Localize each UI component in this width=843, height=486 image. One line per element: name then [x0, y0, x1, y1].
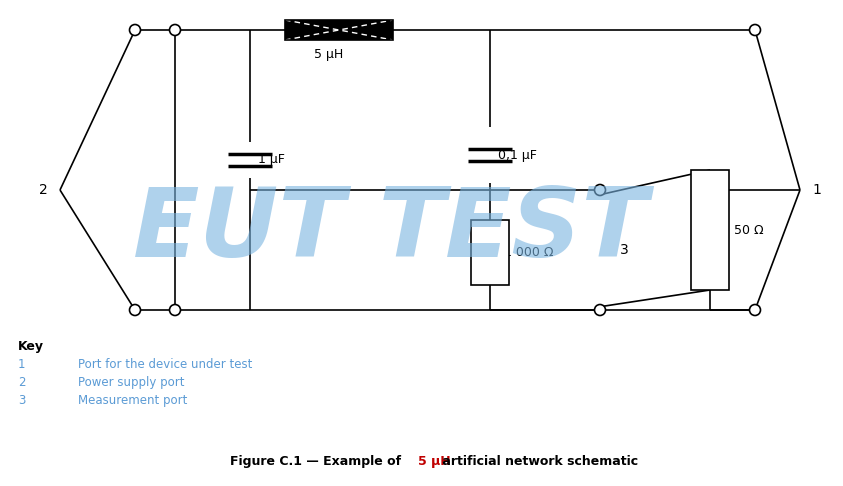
Bar: [691, 170, 729, 290]
Text: 5 μH: 5 μH: [418, 455, 451, 468]
Text: 0,1 μF: 0,1 μF: [498, 149, 537, 161]
Text: artificial network schematic: artificial network schematic: [438, 455, 638, 468]
Circle shape: [169, 24, 180, 35]
Text: 5 μH: 5 μH: [314, 48, 344, 61]
Text: 1: 1: [812, 183, 821, 197]
Text: Power supply port: Power supply port: [78, 376, 185, 389]
Text: EUT TEST: EUT TEST: [132, 184, 647, 277]
Text: 50 Ω: 50 Ω: [734, 224, 764, 237]
Bar: [285, 20, 393, 40]
Circle shape: [749, 305, 760, 315]
Circle shape: [130, 305, 141, 315]
Circle shape: [594, 185, 605, 195]
Text: 2: 2: [18, 376, 25, 389]
Text: 3: 3: [18, 394, 25, 407]
Circle shape: [749, 24, 760, 35]
Bar: [471, 220, 509, 285]
Text: 1 000 Ω: 1 000 Ω: [504, 246, 554, 260]
Text: 2: 2: [40, 183, 48, 197]
Circle shape: [169, 305, 180, 315]
Text: Figure C.1 — Example of: Figure C.1 — Example of: [230, 455, 405, 468]
Text: Port for the device under test: Port for the device under test: [78, 358, 252, 371]
Text: 1 μF: 1 μF: [258, 154, 285, 167]
Text: Measurement port: Measurement port: [78, 394, 187, 407]
Circle shape: [594, 305, 605, 315]
Bar: [285, 20, 393, 40]
Text: 3: 3: [620, 243, 629, 257]
Text: 1: 1: [18, 358, 25, 371]
Text: Key: Key: [18, 340, 44, 353]
Circle shape: [130, 24, 141, 35]
